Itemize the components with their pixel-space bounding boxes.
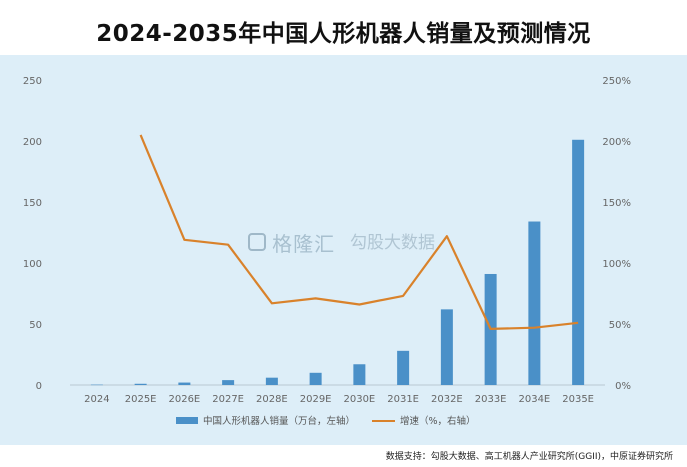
bar — [528, 221, 541, 385]
y-left-tick-label: 0 — [36, 381, 42, 392]
y-left-tick-label: 100 — [23, 259, 42, 270]
x-tick-label: 2027E — [212, 394, 244, 405]
x-tick-label: 2031E — [387, 394, 419, 405]
y-right-tick-label: 150% — [602, 198, 631, 209]
watermark-left: 格隆汇 — [272, 232, 336, 256]
bar — [572, 139, 585, 385]
watermark-right: 勾股大数据 — [350, 233, 435, 253]
x-tick-label: 2028E — [256, 394, 288, 405]
y-right-tick-label: 200% — [602, 137, 631, 148]
legend-line-label: 增速（%，右轴） — [400, 415, 476, 427]
bar — [440, 309, 453, 385]
legend-bar-swatch — [176, 417, 198, 424]
x-tick-label: 2034E — [518, 394, 550, 405]
x-tick-label: 2030E — [343, 394, 375, 405]
x-tick-label: 2035E — [562, 394, 594, 405]
bar — [90, 384, 103, 386]
bar — [309, 372, 322, 385]
y-right-tick-label: 100% — [602, 259, 631, 270]
source-note: 数据支持：勾股大数据、高工机器人产业研究所(GGII)，中原证券研究所 — [385, 452, 673, 462]
y-left-tick-label: 200 — [23, 137, 42, 148]
legend-bar-label: 中国人形机器人销量（万台，左轴） — [203, 415, 355, 427]
bar — [353, 364, 366, 385]
y-right-tick-label: 250% — [602, 76, 631, 87]
y-left-tick-label: 150 — [23, 198, 42, 209]
chart-title: 2024-2035年中国人形机器人销量及预测情况 — [96, 21, 591, 47]
y-left-tick-label: 250 — [23, 76, 42, 87]
x-tick-label: 2033E — [475, 394, 507, 405]
y-left-tick-label: 50 — [29, 320, 42, 331]
x-tick-label: 2032E — [431, 394, 463, 405]
bar — [265, 377, 278, 385]
bar — [178, 382, 191, 385]
watermark-logo-icon — [248, 233, 266, 251]
x-tick-label: 2025E — [125, 394, 157, 405]
bar — [222, 380, 235, 385]
y-right-tick-label: 0% — [615, 381, 631, 392]
x-tick-label: 2026E — [168, 394, 200, 405]
bar — [397, 350, 410, 385]
bar — [134, 383, 147, 385]
x-tick-label: 2024 — [84, 394, 109, 405]
y-right-tick-label: 50% — [609, 320, 631, 331]
x-tick-label: 2029E — [300, 394, 332, 405]
growth-line — [139, 134, 579, 330]
